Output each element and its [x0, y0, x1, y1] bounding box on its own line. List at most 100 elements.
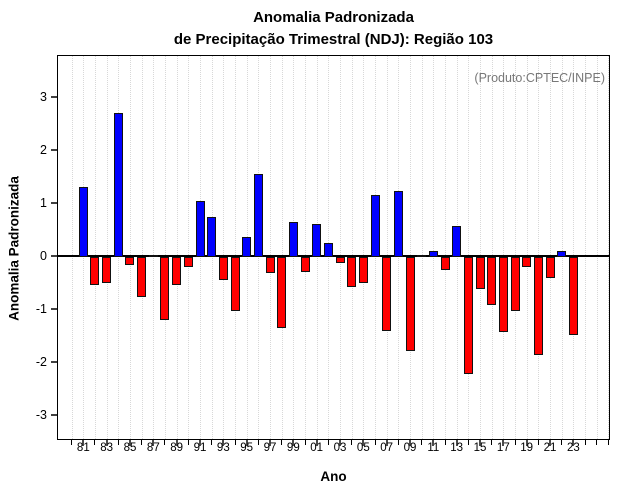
- bar-1996: [253, 174, 263, 257]
- x-tick-label: 19: [520, 442, 534, 454]
- x-tick: [128, 440, 131, 446]
- gridline: [526, 56, 528, 439]
- gridline: [410, 56, 411, 439]
- x-tick: [537, 440, 539, 445]
- bar-2005: [358, 257, 368, 283]
- x-tick-label: 85: [123, 442, 137, 454]
- bar-1993: [218, 257, 228, 281]
- x-tick: [187, 440, 189, 445]
- x-tick-label: 15: [473, 442, 487, 454]
- gridline: [305, 56, 306, 439]
- x-tick: [525, 440, 528, 446]
- bar-1985: [125, 257, 135, 265]
- x-tick-label: 89: [170, 442, 184, 454]
- y-tick-label: -1: [35, 301, 47, 316]
- bar-1983: [102, 257, 112, 283]
- y-tick-label: 2: [40, 143, 47, 158]
- bar-2016: [487, 257, 497, 306]
- bar-1998: [277, 257, 287, 328]
- product-annotation: (Produto:CPTEC/INPE): [474, 71, 605, 85]
- bar-2023: [568, 257, 578, 335]
- x-tick: [105, 440, 108, 446]
- x-tick-label: 23: [566, 442, 580, 454]
- bar-2018: [510, 257, 520, 311]
- x-tick: [257, 440, 259, 445]
- x-tick: [175, 440, 178, 446]
- gridline: [94, 56, 96, 439]
- gridline: [445, 56, 446, 439]
- gridline: [164, 56, 166, 439]
- y-tick: [51, 360, 57, 363]
- gridline: [281, 56, 283, 439]
- gridline: [223, 56, 225, 439]
- gridline: [71, 56, 73, 439]
- x-tick: [71, 440, 73, 445]
- x-tick: [199, 440, 201, 446]
- x-tick-label: 07: [380, 442, 394, 454]
- y-tick-label: 3: [40, 90, 47, 105]
- chart-title-line2: de Precipitação Trimestral (NDJ): Região…: [173, 31, 494, 48]
- gridline: [188, 56, 190, 439]
- gridline: [153, 56, 155, 439]
- x-tick: [315, 440, 318, 446]
- gridline: [515, 56, 516, 439]
- x-axis-title: Ano: [320, 469, 347, 484]
- zero-line: [58, 255, 609, 257]
- x-tick-label: 87: [146, 442, 160, 454]
- bar-2003: [335, 257, 345, 263]
- bar-2010: [417, 254, 427, 257]
- gridline: [106, 56, 108, 439]
- gridline: [386, 56, 388, 439]
- x-tick: [82, 440, 85, 446]
- x-tick-label: 17: [496, 442, 510, 454]
- x-tick-label: 91: [193, 442, 207, 454]
- gridline: [550, 56, 551, 439]
- x-tick-label: 97: [263, 442, 277, 454]
- gridline: [129, 56, 131, 439]
- bar-1994: [230, 257, 240, 312]
- bar-2022: [557, 251, 567, 257]
- x-tick: [304, 440, 306, 445]
- x-tick: [502, 440, 505, 446]
- x-tick: [572, 440, 575, 446]
- gridline: [270, 56, 271, 439]
- bar-1999: [288, 222, 298, 257]
- gridline: [351, 56, 353, 439]
- gridline: [596, 56, 598, 439]
- gridline: [573, 56, 575, 439]
- bar-1991: [195, 200, 205, 257]
- x-tick: [327, 440, 329, 445]
- bar-1992: [207, 217, 217, 257]
- x-tick: [362, 440, 365, 446]
- gridline: [608, 56, 610, 439]
- bar-2008: [393, 191, 403, 257]
- x-tick-label: 13: [450, 442, 464, 454]
- bar-2012: [440, 257, 450, 271]
- bar-2014: [463, 257, 473, 374]
- y-tick: [51, 96, 57, 99]
- x-tick-label: 09: [403, 442, 417, 454]
- x-tick: [421, 440, 423, 445]
- y-tick: [51, 149, 57, 152]
- gridline: [538, 56, 540, 439]
- x-tick: [596, 440, 598, 445]
- y-tick-label: 1: [40, 196, 47, 211]
- x-tick: [607, 440, 609, 445]
- bar-2019: [522, 257, 532, 268]
- x-tick-label: 95: [240, 442, 254, 454]
- plot-area: (Produto:CPTEC/INPE): [57, 55, 610, 440]
- x-tick-label: 99: [286, 442, 300, 454]
- bar-1981: [78, 186, 88, 257]
- x-tick: [432, 440, 435, 446]
- y-tick-label: 0: [40, 249, 47, 263]
- bar-2017: [498, 257, 508, 333]
- bar-1987: [148, 255, 158, 258]
- x-tick: [584, 440, 586, 445]
- bar-2001: [312, 224, 322, 257]
- x-tick: [467, 440, 469, 445]
- bar-2011: [428, 251, 438, 257]
- chart-title-line1: Anomalia Padronizada: [253, 9, 414, 26]
- x-tick-label: 01: [310, 442, 324, 454]
- gridline: [421, 56, 423, 439]
- x-tick: [397, 440, 399, 445]
